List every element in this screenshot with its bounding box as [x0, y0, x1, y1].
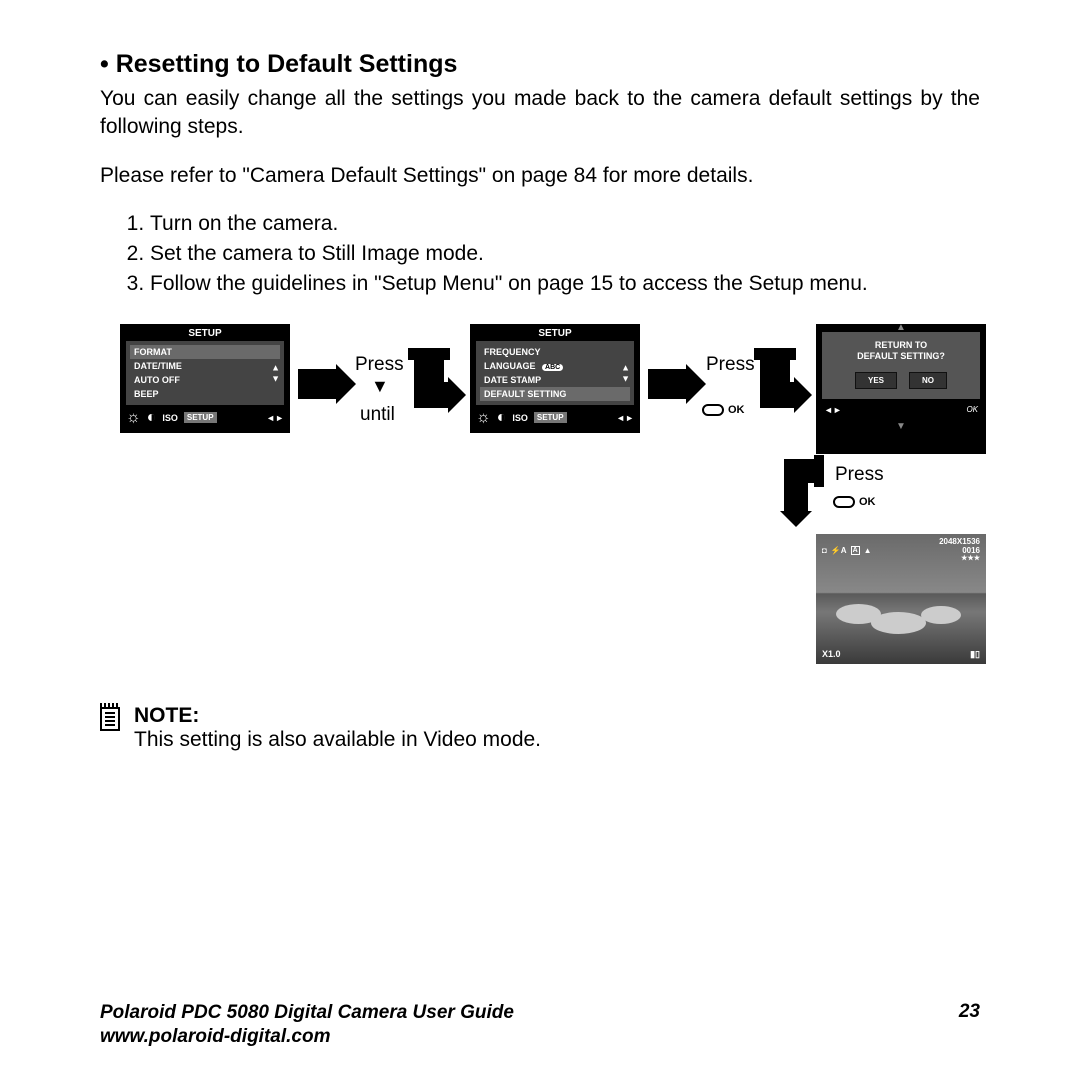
- dialog-line1: RETURN TO: [826, 340, 976, 351]
- menu-body: FREQUENCY LANGUAGE ABC DATE STAMP DEFAUL…: [476, 341, 634, 405]
- ok-label: OK: [966, 405, 978, 415]
- intro-paragraph: You can easily change all the settings y…: [100, 85, 980, 142]
- press-label-1-bottom: until: [360, 404, 395, 426]
- menu-item-language: LANGUAGE ABC: [480, 359, 630, 373]
- setup-tab: SETUP: [184, 412, 217, 423]
- press-label-3: Press: [835, 464, 884, 486]
- zoom-label: X1.0: [822, 649, 841, 660]
- ok-label: OK: [859, 496, 876, 508]
- quality-stars: ★★★: [939, 555, 980, 563]
- brightness-icon: ☼: [126, 409, 141, 427]
- preview-top-right: 2048X1536 0016 ★★★: [939, 538, 980, 563]
- menu-item-datestamp: DATE STAMP: [480, 373, 630, 387]
- section-heading: • Resetting to Default Settings: [100, 50, 980, 79]
- no-button: NO: [909, 372, 947, 389]
- cloud-shape: [921, 606, 961, 624]
- confirm-dialog-screen: ▲ RETURN TO DEFAULT SETTING? YES NO ▼ ◄►…: [816, 324, 986, 454]
- icon-bar: ☼ ◐ ISO SETUP ◄►: [470, 405, 640, 433]
- setup-tab: SETUP: [534, 412, 567, 423]
- refer-paragraph: Please refer to "Camera Default Settings…: [100, 164, 980, 188]
- setup-screen-1: SETUP FORMAT DATE/TIME AUTO OFF BEEP ▲▼ …: [120, 324, 290, 433]
- press-label-2: Press: [706, 354, 755, 376]
- up-triangle-icon: ▲: [896, 322, 906, 333]
- menu-item-datetime: DATE/TIME: [130, 359, 280, 373]
- press-label-1-top: Press: [355, 354, 404, 376]
- scroll-indicator: ▲▼: [271, 362, 280, 383]
- guide-title: Polaroid PDC 5080 Digital Camera User Gu…: [100, 1001, 514, 1026]
- step-item: Turn on the camera.: [150, 210, 980, 238]
- ok-button-indicator: OK: [833, 496, 876, 508]
- down-triangle-icon: ▼: [896, 421, 906, 432]
- guide-url: www.polaroid-digital.com: [100, 1025, 514, 1050]
- menu-item-frequency: FREQUENCY: [480, 345, 630, 359]
- yes-button: YES: [855, 372, 897, 389]
- dialog-line2: DEFAULT SETTING?: [826, 351, 976, 362]
- brightness-icon: ☼: [476, 409, 491, 427]
- count-label: 0016: [939, 547, 980, 556]
- dialog-footer: ◄► OK: [816, 403, 986, 421]
- menu-item-beep: BEEP: [130, 387, 280, 401]
- ok-oval-icon: [702, 404, 724, 416]
- camera-preview-screen: ◘ ⚡A A ▲ 2048X1536 0016 ★★★ X1.0 ▮▯: [816, 534, 986, 664]
- menu-item-default-setting: DEFAULT SETTING: [480, 387, 630, 401]
- page-number: 23: [959, 1001, 980, 1050]
- left-right-icon: ◄►: [266, 413, 284, 423]
- dialog-inner: RETURN TO DEFAULT SETTING? YES NO: [822, 332, 980, 400]
- note-body: This setting is also available in Video …: [134, 728, 541, 752]
- notepad-icon: [100, 707, 120, 731]
- left-right-icon: ◄►: [824, 405, 842, 415]
- note-section: NOTE: This setting is also available in …: [100, 704, 980, 752]
- setup-screen-2: SETUP FREQUENCY LANGUAGE ABC DATE STAMP …: [470, 324, 640, 433]
- arrow-right-icon: [648, 369, 688, 399]
- ok-oval-icon: [833, 496, 855, 508]
- menu-item-autooff: AUTO OFF: [130, 373, 280, 387]
- icon-bar: ☼ ◐ ISO SETUP ◄►: [120, 405, 290, 433]
- down-triangle-icon: ▼: [371, 377, 389, 395]
- preview-top-icons: ◘ ⚡A A ▲: [822, 538, 872, 563]
- ok-button-indicator: OK: [702, 404, 745, 416]
- cloud-shape: [871, 612, 926, 634]
- preview-overlay-top: ◘ ⚡A A ▲ 2048X1536 0016 ★★★: [822, 538, 980, 563]
- steps-list: Turn on the camera. Set the camera to St…: [100, 210, 980, 299]
- footer-left: Polaroid PDC 5080 Digital Camera User Gu…: [100, 1001, 514, 1050]
- note-text: NOTE: This setting is also available in …: [134, 704, 541, 752]
- menu-item-format: FORMAT: [130, 345, 280, 359]
- camera-icon: ◘: [822, 546, 827, 555]
- scroll-indicator: ▲▼: [621, 362, 630, 383]
- preview-overlay-bottom: X1.0 ▮▯: [822, 649, 980, 660]
- iso-label: ISO: [162, 413, 178, 423]
- contrast-icon: ◐: [147, 409, 157, 427]
- awb-icon: A: [851, 546, 860, 555]
- step-item: Set the camera to Still Image mode.: [150, 240, 980, 268]
- battery-icon: ▮▯: [970, 649, 980, 660]
- contrast-icon: ◐: [497, 409, 507, 427]
- note-title: NOTE:: [134, 704, 541, 728]
- screen-title: SETUP: [470, 324, 640, 341]
- dialog-buttons: YES NO: [826, 372, 976, 389]
- ok-label: OK: [728, 404, 745, 416]
- flash-auto-icon: ⚡A: [831, 546, 847, 555]
- arrow-right-icon: [298, 369, 338, 399]
- left-right-icon: ◄►: [616, 413, 634, 423]
- menu-body: FORMAT DATE/TIME AUTO OFF BEEP ▲▼: [126, 341, 284, 405]
- abc-badge: ABC: [542, 364, 563, 371]
- step-item: Follow the guidelines in "Setup Menu" on…: [150, 270, 980, 298]
- iso-label: ISO: [512, 413, 528, 423]
- diagram-area: SETUP FORMAT DATE/TIME AUTO OFF BEEP ▲▼ …: [100, 324, 980, 694]
- mountain-icon: ▲: [864, 546, 872, 555]
- page-footer: Polaroid PDC 5080 Digital Camera User Gu…: [100, 1001, 980, 1050]
- menu-item-label: LANGUAGE: [484, 361, 536, 371]
- screen-title: SETUP: [120, 324, 290, 341]
